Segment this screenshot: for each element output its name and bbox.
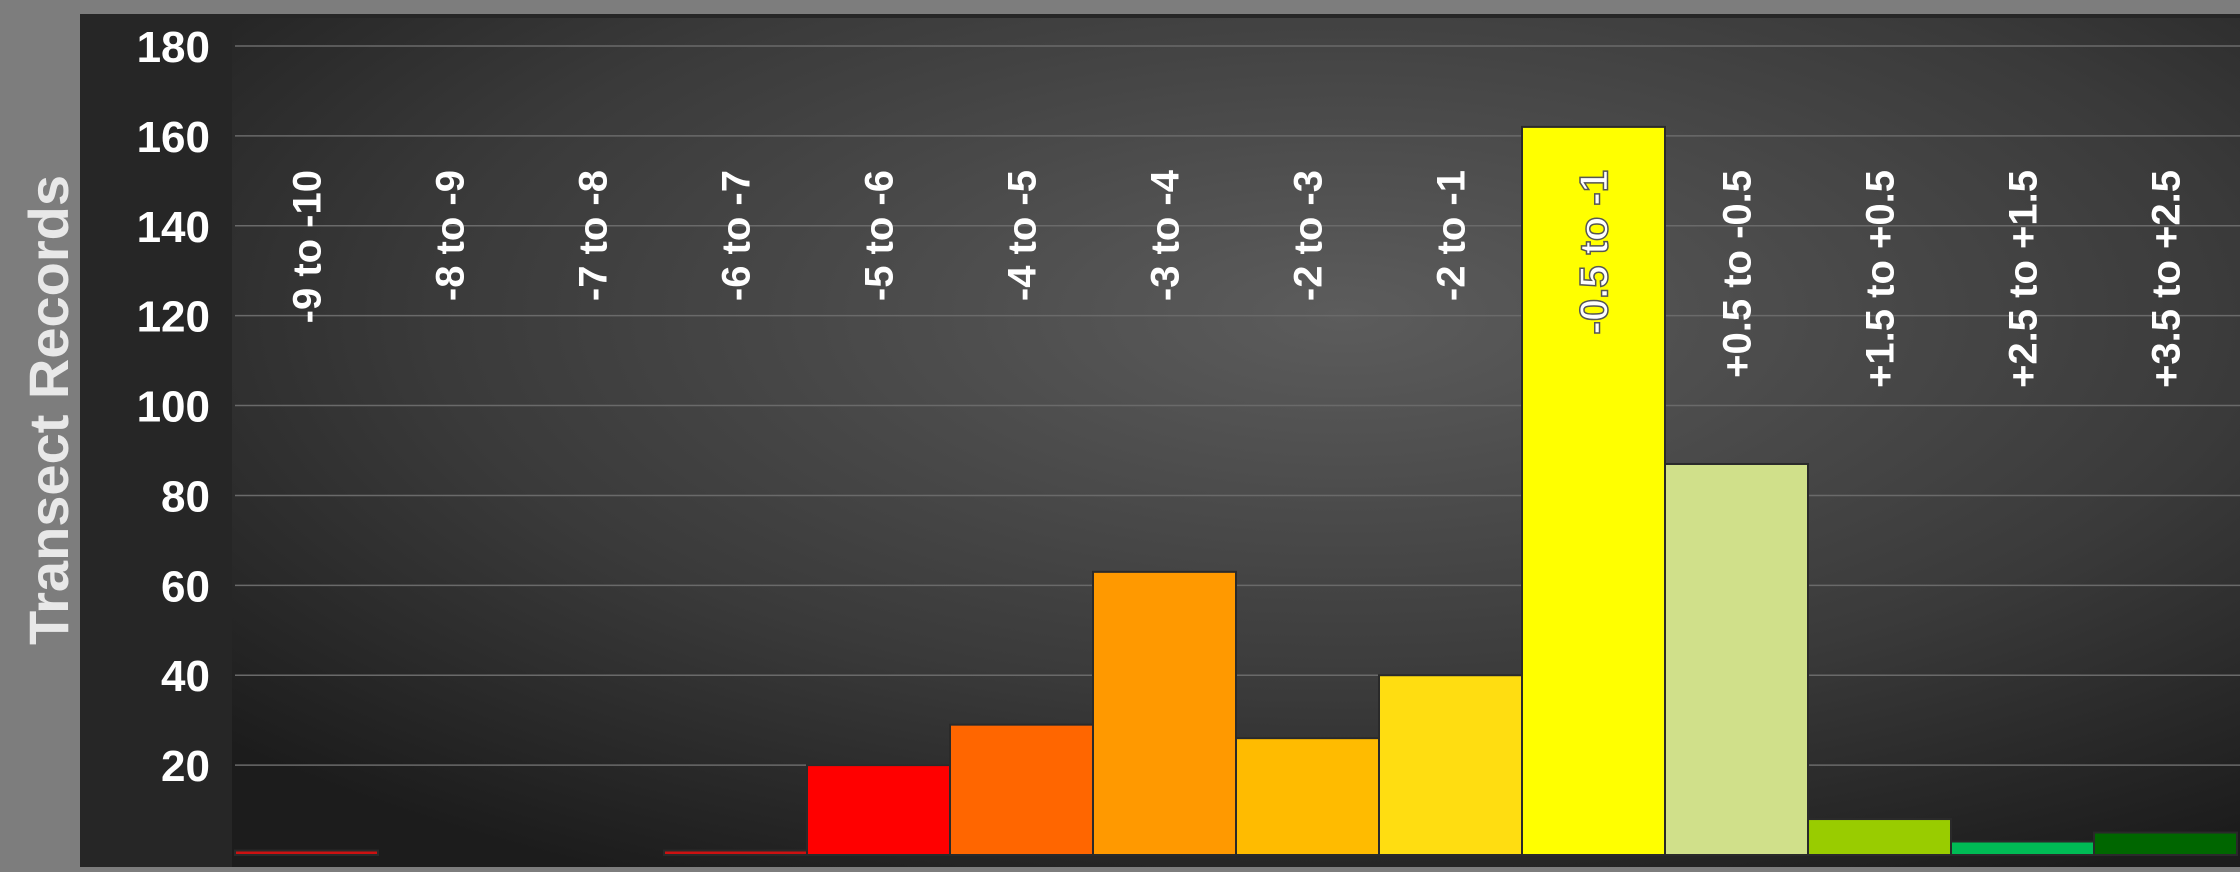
y-tick-label: 80 bbox=[161, 472, 210, 521]
bar-5 bbox=[806, 764, 951, 856]
bar-12 bbox=[1807, 818, 1952, 856]
y-tick-label: 140 bbox=[137, 203, 210, 252]
y-tick-label: 20 bbox=[161, 742, 210, 791]
category-label: -4 to -5 bbox=[1001, 170, 1045, 301]
y-axis-label: Transect Records bbox=[17, 175, 80, 645]
y-tick-label: 120 bbox=[137, 293, 210, 342]
category-label: +2.5 to +1.5 bbox=[2002, 170, 2046, 388]
bar-11 bbox=[1664, 462, 1809, 856]
category-label: -3 to -4 bbox=[1144, 169, 1188, 301]
category-label: -9 to -10 bbox=[286, 170, 330, 323]
y-tick-label: 40 bbox=[161, 652, 210, 701]
y-axis-ticks: 20 40 60 80 100 120 140 160 180 bbox=[137, 23, 210, 791]
category-label: -6 to -7 bbox=[715, 170, 759, 301]
bar-9 bbox=[1378, 674, 1523, 856]
bar-6 bbox=[949, 723, 1094, 857]
category-label: -8 to -9 bbox=[429, 170, 473, 301]
category-label: +0.5 to -0.5 bbox=[1716, 170, 1760, 378]
y-tick-label: 160 bbox=[137, 113, 210, 162]
category-label: +1.5 to +0.5 bbox=[1859, 170, 1903, 388]
bar-13 bbox=[1950, 840, 2095, 856]
category-labels: -9 to -10 -8 to -9 -7 to -8 -6 to -7 -5 to -… bbox=[286, 169, 2189, 388]
y-tick-label: 100 bbox=[137, 383, 210, 432]
category-label: -2 to -1 bbox=[1430, 170, 1474, 301]
y-tick-label: 60 bbox=[161, 562, 210, 611]
bar-14 bbox=[2093, 831, 2238, 856]
bars bbox=[234, 125, 2238, 857]
bar-10 bbox=[1521, 125, 1666, 856]
gridlines bbox=[235, 45, 2240, 766]
bar-4 bbox=[663, 849, 808, 856]
category-label: -0.5 to -1 bbox=[1573, 170, 1617, 334]
category-label: -7 to -8 bbox=[572, 170, 616, 301]
bar-8 bbox=[1235, 737, 1380, 857]
y-tick-label: 180 bbox=[137, 23, 210, 72]
category-label: +3.5 to +2.5 bbox=[2145, 170, 2189, 388]
bar-1 bbox=[234, 849, 379, 856]
bar-7 bbox=[1092, 570, 1237, 856]
category-label: -5 to -6 bbox=[858, 170, 902, 301]
category-label: -2 to -3 bbox=[1287, 170, 1331, 301]
